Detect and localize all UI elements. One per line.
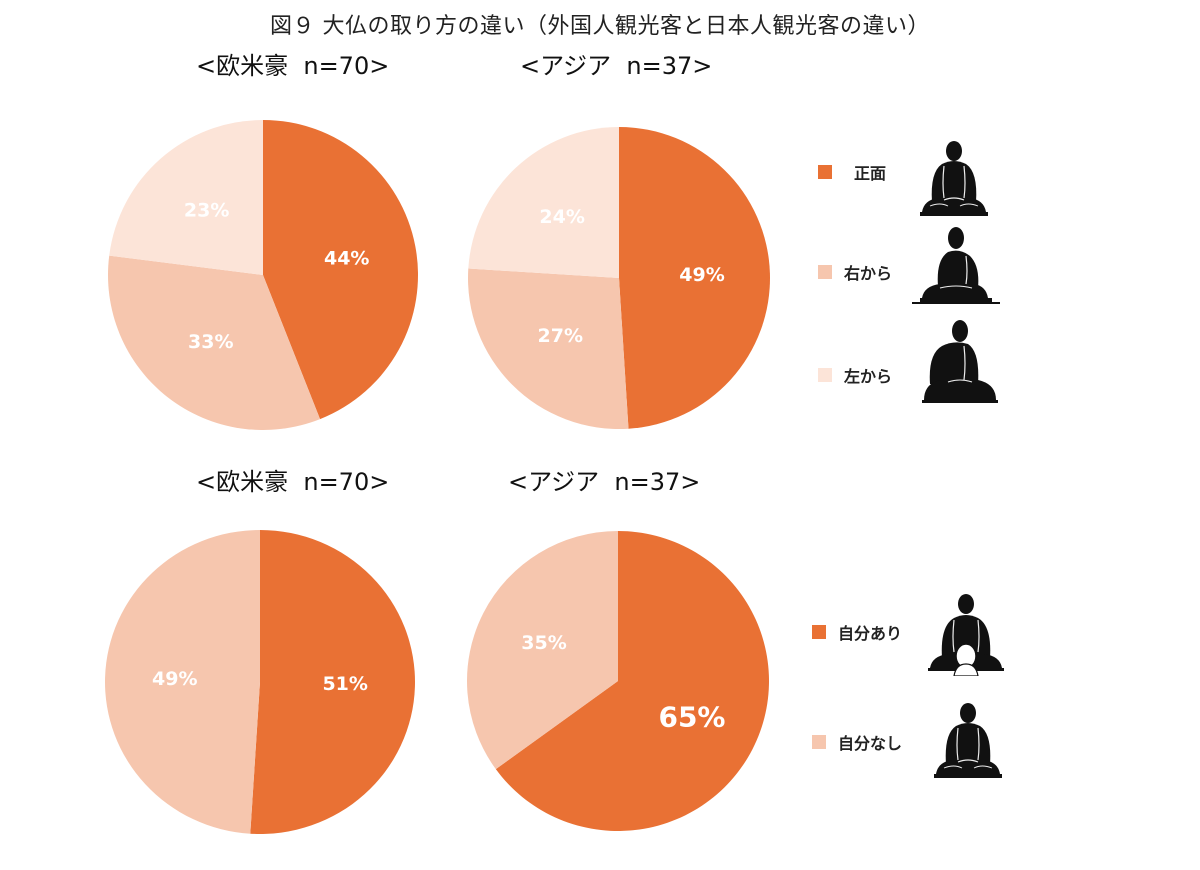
pie-slice <box>250 530 415 834</box>
legend-label-self-yes: 自分あり <box>838 624 903 643</box>
legend-swatch-front <box>818 165 832 179</box>
pie-slice <box>619 127 770 429</box>
pie-slice <box>107 255 321 430</box>
chart-subtitle-top-right: <アジア n=37> <box>520 52 713 80</box>
buddha-front-icon <box>934 703 1002 778</box>
legend-label-right: 右から <box>844 264 893 283</box>
pie-slice-label: 33% <box>188 331 233 353</box>
buddha-left-side-icon <box>922 320 998 403</box>
pie-chart-bottom-right: 65% 35% <box>467 531 769 831</box>
pie-slice <box>468 127 619 278</box>
pie-slice <box>263 120 418 420</box>
pie-slice <box>467 531 618 770</box>
legend-item-left: 左から <box>818 363 892 387</box>
pie-slice-label: 51% <box>322 673 367 695</box>
pie-slice <box>495 531 769 831</box>
pie-slice-label: 23% <box>184 200 229 222</box>
pie-slice-label: 35% <box>521 632 566 654</box>
legend-label-self-no: 自分なし <box>838 734 903 753</box>
pie-slice-label: 49% <box>679 264 724 286</box>
chart-subtitle-top-left: <欧米豪 n=70> <box>196 52 390 80</box>
pie-slice <box>109 120 263 275</box>
chart-subtitle-bottom-right: <アジア n=37> <box>508 468 701 496</box>
legend-item-right: 右から <box>818 260 892 284</box>
legend-label-left: 左から <box>844 367 893 386</box>
buddha-right-side-icon <box>912 227 1000 304</box>
legend-item-self-no: 自分なし <box>812 730 902 754</box>
legend-label-front: 正面 <box>854 164 887 183</box>
pie-chart-top-right: 49% 27% 24% <box>468 127 770 429</box>
legend-item-self-yes: 自分あり <box>812 620 902 644</box>
legend-item-front: 正面 <box>818 160 886 184</box>
legend-swatch-self-yes <box>812 625 826 639</box>
pie-slice-label: 44% <box>324 248 369 270</box>
pie-chart-top-left: 44% 33% 23% <box>107 120 418 430</box>
buddha-front-icon <box>920 141 988 216</box>
pie-slice-label: 49% <box>152 668 197 690</box>
pie-slice <box>104 530 260 834</box>
figure-title: 図９ 大仏の取り方の違い（外国人観光客と日本人観光客の違い） <box>270 14 930 39</box>
legend-swatch-self-no <box>812 735 826 749</box>
pie-chart-bottom-left: 51% 49% <box>104 530 415 834</box>
pie-slice-label: 65% <box>658 700 725 733</box>
pie-slice-label: 24% <box>539 206 584 228</box>
buddha-with-person-icon <box>928 594 1004 676</box>
legend-swatch-right <box>818 265 832 279</box>
legend-swatch-left <box>818 368 832 382</box>
pie-slice <box>468 268 629 429</box>
pie-slice-label: 27% <box>538 325 583 347</box>
chart-subtitle-bottom-left: <欧米豪 n=70> <box>196 468 390 496</box>
